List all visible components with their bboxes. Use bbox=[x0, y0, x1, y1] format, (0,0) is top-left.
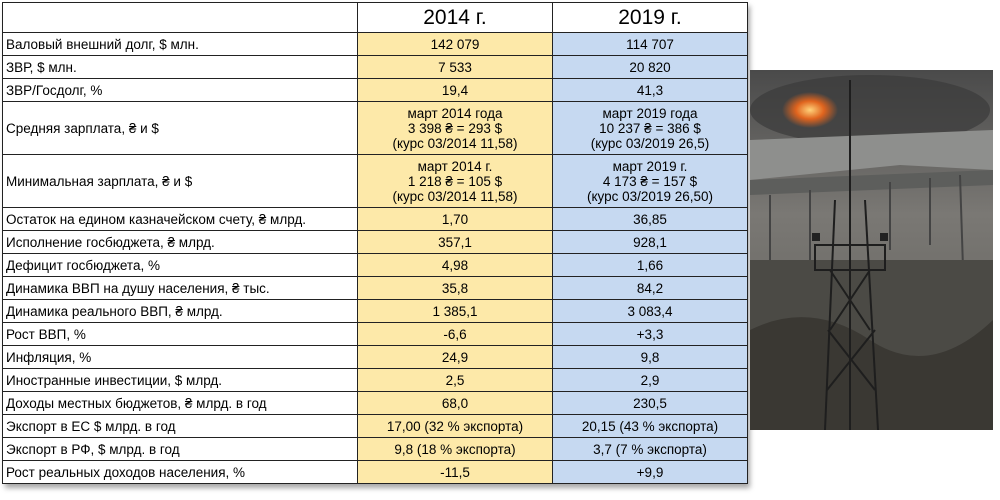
table-row: ЗВР, $ млн. 7 533 20 820 bbox=[2, 55, 748, 79]
table-row: Рост реальных доходов населения, % -11,5 +… bbox=[2, 460, 748, 484]
table-cell: 2,5 bbox=[357, 368, 553, 392]
row-label: ЗВР, $ млн. bbox=[2, 55, 358, 79]
cell-line: (курс 03/2019 26,5) bbox=[590, 135, 710, 151]
header-cell bbox=[2, 2, 358, 33]
table-cell: 35,8 bbox=[357, 276, 553, 300]
column-header: 2014 г. bbox=[357, 2, 553, 33]
table-row: ЗВР/Госдолг, % 19,4 41,3 bbox=[2, 78, 748, 102]
table-cell: 24,9 bbox=[357, 345, 553, 369]
table-cell: 36,85 bbox=[552, 207, 748, 231]
table-cell: 114 707 bbox=[552, 32, 748, 56]
table-cell: -6,6 bbox=[357, 322, 553, 346]
row-label: Остаток на едином казначейском счету, ₴ … bbox=[2, 207, 358, 231]
table-cell: 357,1 bbox=[357, 230, 553, 254]
table-cell: 20,15 (43 % экспорта) bbox=[552, 414, 748, 438]
table-row: Иностранные инвестиции, $ млрд. 2,5 2,9 bbox=[2, 368, 748, 392]
cell-line: март 2014 г. bbox=[417, 158, 493, 174]
row-label: Иностранные инвестиции, $ млрд. bbox=[2, 368, 358, 392]
column-header: 2019 г. bbox=[552, 2, 748, 33]
table-cell: +3,3 bbox=[552, 322, 748, 346]
table-cell: 1,66 bbox=[552, 253, 748, 277]
table-row: Доходы местных бюджетов, ₴ млрд. в год 68… bbox=[2, 391, 748, 415]
table-row: Инфляция, % 24,9 9,8 bbox=[2, 345, 748, 369]
table-cell: 20 820 bbox=[552, 55, 748, 79]
row-label: Минимальная зарплата, ₴ и $ bbox=[2, 154, 358, 208]
table-cell: -11,5 bbox=[357, 460, 553, 484]
table-row: Экспорт в РФ, $ млрд. в год 9,8 (18 % экс… bbox=[2, 437, 748, 461]
table-cell: 68,0 bbox=[357, 391, 553, 415]
cell-line: (курс 03/2014 11,58) bbox=[392, 188, 518, 204]
table-row: Исполнение госбюджета, ₴ млрд. 357,1 928,1 bbox=[2, 230, 748, 254]
table-cell: 41,3 bbox=[552, 78, 748, 102]
table-cell: 3,7 (7 % экспорта) bbox=[552, 437, 748, 461]
table-row: Средняя зарплата, ₴ и $ март 2014 года 3 3… bbox=[2, 101, 748, 155]
table-cell: +9,9 bbox=[552, 460, 748, 484]
table-cell: 3 083,4 bbox=[552, 299, 748, 323]
data-table: 2014 г. 2019 г. Валовый внешний долг, $ мл… bbox=[2, 2, 748, 484]
table-row: Остаток на едином казначейском счету, ₴ … bbox=[2, 207, 748, 231]
row-label: Динамика реального ВВП, ₴ млрд. bbox=[2, 299, 358, 323]
table-cell: март 2019 г. 4 173 ₴ = 157 $ (курс 03/2019… bbox=[552, 154, 748, 208]
table-row: Рост ВВП, % -6,6 +3,3 bbox=[2, 322, 748, 346]
table-cell: 2,9 bbox=[552, 368, 748, 392]
cell-line: (курс 03/2014 11,58) bbox=[392, 135, 518, 151]
row-label: Доходы местных бюджетов, ₴ млрд. в год bbox=[2, 391, 358, 415]
row-label: Дефицит госбюджета, % bbox=[2, 253, 358, 277]
header-row: 2014 г. 2019 г. bbox=[2, 2, 748, 33]
table-cell: 230,5 bbox=[552, 391, 748, 415]
table-cell: 7 533 bbox=[357, 55, 553, 79]
cell-line: 4 173 ₴ = 157 $ bbox=[602, 173, 698, 189]
table-row: Экспорт в ЕС $ млрд. в год 17,00 (32 % эк… bbox=[2, 414, 748, 438]
row-label: Инфляция, % bbox=[2, 345, 358, 369]
table-row: Минимальная зарплата, ₴ и $ март 2014 г. 1… bbox=[2, 154, 748, 208]
table-cell: 928,1 bbox=[552, 230, 748, 254]
table-row: Динамика реального ВВП, ₴ млрд. 1 385,1 3 … bbox=[2, 299, 748, 323]
cell-line: март 2019 года bbox=[602, 105, 698, 121]
table-cell: 9,8 (18 % экспорта) bbox=[357, 437, 553, 461]
table-cell: 1,70 bbox=[357, 207, 553, 231]
cell-line: март 2019 г. bbox=[612, 158, 688, 174]
table-cell: март 2014 года 3 398 ₴ = 293 $ (курс 03/20… bbox=[357, 101, 553, 155]
cell-line: 3 398 ₴ = 293 $ bbox=[407, 120, 503, 136]
table-cell: 84,2 bbox=[552, 276, 748, 300]
cell-line: март 2014 года bbox=[407, 105, 503, 121]
cell-line: 1 218 ₴ = 105 $ bbox=[407, 173, 503, 189]
cell-line: 10 237 ₴ = 386 $ bbox=[599, 120, 701, 136]
photo bbox=[750, 70, 993, 430]
table-cell: 1 385,1 bbox=[357, 299, 553, 323]
table-row: Валовый внешний долг, $ млн. 142 079 114 7… bbox=[2, 32, 748, 56]
table-cell: март 2019 года 10 237 ₴ = 386 $ (курс 03/2… bbox=[552, 101, 748, 155]
cell-line: (курс 03/2019 26,50) bbox=[587, 188, 713, 204]
row-label: Рост реальных доходов населения, % bbox=[2, 460, 358, 484]
row-label: ЗВР/Госдолг, % bbox=[2, 78, 358, 102]
table-cell: 19,4 bbox=[357, 78, 553, 102]
table-cell: март 2014 г. 1 218 ₴ = 105 $ (курс 03/2014… bbox=[357, 154, 553, 208]
table-cell: 17,00 (32 % экспорта) bbox=[357, 414, 553, 438]
row-label: Исполнение госбюджета, ₴ млрд. bbox=[2, 230, 358, 254]
table-cell: 9,8 bbox=[552, 345, 748, 369]
table-row: Дефицит госбюджета, % 4,98 1,66 bbox=[2, 253, 748, 277]
row-label: Рост ВВП, % bbox=[2, 322, 358, 346]
table-row: Динамика ВВП на душу населения, ₴ тыс. 35… bbox=[2, 276, 748, 300]
table-container: 2014 г. 2019 г. Валовый внешний долг, $ мл… bbox=[2, 2, 748, 484]
row-label: Валовый внешний долг, $ млн. bbox=[2, 32, 358, 56]
table-cell: 4,98 bbox=[357, 253, 553, 277]
row-label: Средняя зарплата, ₴ и $ bbox=[2, 101, 358, 155]
row-label: Экспорт в ЕС $ млрд. в год bbox=[2, 414, 358, 438]
row-label: Динамика ВВП на душу населения, ₴ тыс. bbox=[2, 276, 358, 300]
table-cell: 142 079 bbox=[357, 32, 553, 56]
row-label: Экспорт в РФ, $ млрд. в год bbox=[2, 437, 358, 461]
